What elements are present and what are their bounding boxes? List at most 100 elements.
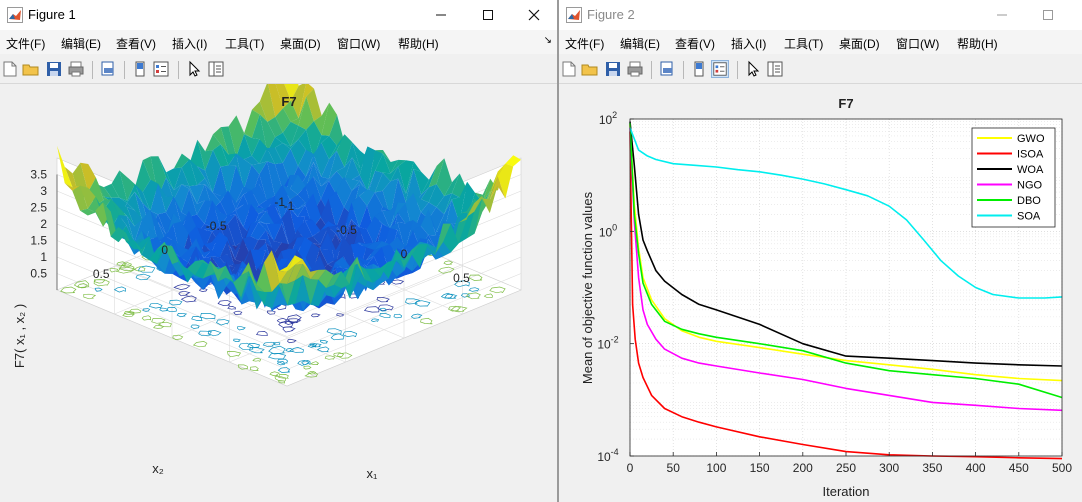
save-icon[interactable] <box>45 60 63 78</box>
surface-patch <box>336 202 352 237</box>
surface-patch <box>327 255 344 269</box>
title-bar[interactable]: Figure 2 <box>559 0 1082 30</box>
surface-patch <box>251 114 268 152</box>
menu-file[interactable]: 文件(F) <box>6 37 46 51</box>
new-figure-icon[interactable] <box>560 60 578 78</box>
surface-patch <box>266 196 283 221</box>
contour-line <box>217 299 232 306</box>
floor-grid-line <box>115 265 346 363</box>
menu-window[interactable]: 窗口(W) <box>337 37 381 51</box>
menu-edit[interactable]: 编辑(E) <box>61 37 101 51</box>
open-icon[interactable] <box>22 60 40 78</box>
contour-line <box>414 300 431 307</box>
surface-patch <box>248 275 265 310</box>
contour-line <box>94 287 103 292</box>
maximize-button[interactable] <box>465 0 511 30</box>
open-icon[interactable] <box>581 60 599 78</box>
surface-patch <box>251 184 267 206</box>
surface-patch <box>173 196 190 225</box>
title-bar[interactable]: Figure 1 <box>0 0 557 30</box>
menu-file[interactable]: 文件(F) <box>565 37 605 51</box>
chevron-icon[interactable]: ↘ <box>543 35 552 46</box>
surface-patch <box>150 183 166 215</box>
menu-insert[interactable]: 插入(I) <box>172 37 208 51</box>
surface-patch <box>187 261 203 276</box>
surface-patch <box>80 162 96 192</box>
contour-line <box>192 341 208 348</box>
surface-patch <box>380 260 397 279</box>
surface-patch <box>310 279 327 307</box>
pointer-icon[interactable] <box>744 60 762 78</box>
surface-patch <box>158 156 174 191</box>
surface-patch <box>327 232 344 265</box>
menu-tools[interactable]: 工具(T) <box>225 37 265 51</box>
z-tick-label: 2 <box>40 217 47 231</box>
contour-line <box>370 318 380 322</box>
surface-patch <box>287 263 303 284</box>
new-figure-icon[interactable] <box>1 60 19 78</box>
x-tick-label: -1 <box>284 199 295 213</box>
x-tick-label: 300 <box>879 461 899 475</box>
surface-plot[interactable]: 0.5 1 1.5 2 2.5 3 3.5 -1 -0.5 0 0.5 -1 -0.5 0 0.5 F7 F… <box>0 55 557 502</box>
contour-line <box>330 333 345 341</box>
contour-line <box>307 344 316 348</box>
menu-tools[interactable]: 工具(T) <box>784 37 824 51</box>
menu-help[interactable]: 帮助(H) <box>957 37 998 51</box>
print-icon[interactable] <box>626 60 644 78</box>
print-icon[interactable] <box>67 60 85 78</box>
legend-entry: SOA <box>1017 211 1041 223</box>
print-preview-icon[interactable] <box>658 60 676 78</box>
menu-desktop[interactable]: 桌面(D) <box>839 37 880 51</box>
menu-insert[interactable]: 插入(I) <box>731 37 767 51</box>
surface-patch <box>142 179 159 212</box>
contour-line <box>468 274 483 281</box>
surface-patch <box>297 220 313 240</box>
save-icon[interactable] <box>604 60 622 78</box>
convergence-line-chart[interactable]: 0 50 100 150 200 250 300 350 400 450 500 10-4 10-2 10… <box>559 84 1082 502</box>
menu-view[interactable]: 查看(V) <box>116 37 156 51</box>
minimize-button[interactable] <box>418 0 464 30</box>
surface-patch <box>197 178 213 193</box>
surface-patch <box>275 143 291 163</box>
contour-line <box>287 314 302 323</box>
surface-patch <box>382 153 399 174</box>
print-preview-icon[interactable] <box>99 60 117 78</box>
z-tick-label: 1 <box>40 250 47 264</box>
surface-patch <box>329 134 345 160</box>
colorbar-icon[interactable] <box>690 60 708 78</box>
surface-patch <box>335 237 351 265</box>
surface-patch <box>290 174 306 195</box>
surface-patch <box>305 193 321 228</box>
surface-patch <box>359 189 375 206</box>
toolbar-separator <box>737 61 738 79</box>
menu-window[interactable]: 窗口(W) <box>896 37 940 51</box>
surface-patch <box>405 161 422 194</box>
menu-desktop[interactable]: 桌面(D) <box>280 37 321 51</box>
menu-edit[interactable]: 编辑(E) <box>620 37 660 51</box>
contour-line <box>133 266 146 272</box>
colorbar-icon[interactable] <box>131 60 149 78</box>
property-editor-icon[interactable] <box>766 60 784 78</box>
contour-line <box>304 371 319 378</box>
maximize-button[interactable] <box>1025 0 1071 30</box>
surface-patch <box>389 222 406 251</box>
surface-patch <box>250 222 267 240</box>
legend-icon[interactable] <box>152 60 170 78</box>
surface-patch <box>474 178 491 203</box>
contour-line <box>301 360 311 366</box>
surface-patch <box>327 262 343 283</box>
menu-view[interactable]: 查看(V) <box>675 37 715 51</box>
surface-patch <box>428 221 444 250</box>
close-button[interactable] <box>511 0 557 30</box>
minimize-button[interactable] <box>979 0 1025 30</box>
menu-help[interactable]: 帮助(H) <box>398 37 439 51</box>
pointer-icon[interactable] <box>185 60 203 78</box>
property-editor-icon[interactable] <box>207 60 225 78</box>
surface-patch <box>166 177 182 200</box>
surface-patch <box>150 156 167 197</box>
surface-patch <box>290 96 307 126</box>
window-divider <box>557 0 559 502</box>
legend[interactable]: GWO ISOA WOA NGO DBO SOA <box>971 127 1056 228</box>
surface-patch <box>196 244 212 262</box>
legend-icon[interactable] <box>711 60 729 78</box>
